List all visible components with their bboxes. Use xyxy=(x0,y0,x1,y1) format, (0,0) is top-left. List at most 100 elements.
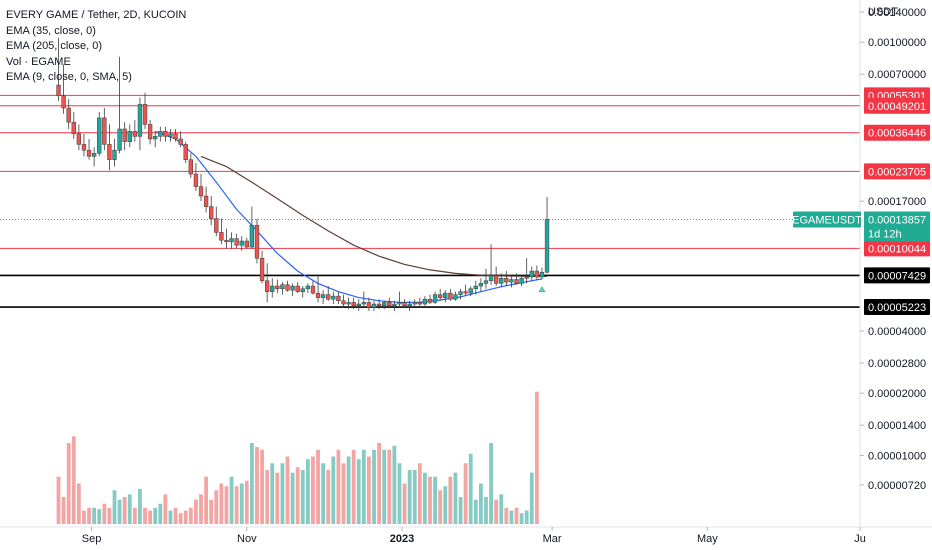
candle[interactable] xyxy=(259,250,265,284)
candle[interactable] xyxy=(198,174,204,202)
candle[interactable] xyxy=(382,300,387,310)
candle[interactable] xyxy=(275,279,280,294)
level-badge[interactable]: 0.00007429 xyxy=(864,267,930,284)
candle[interactable] xyxy=(514,273,519,285)
candle[interactable] xyxy=(458,288,463,300)
candle[interactable] xyxy=(209,196,214,226)
candle[interactable] xyxy=(178,131,183,148)
candle[interactable] xyxy=(331,291,336,305)
candle[interactable] xyxy=(127,124,132,148)
candle[interactable] xyxy=(117,56,122,154)
candle[interactable] xyxy=(407,300,412,311)
candle[interactable] xyxy=(443,290,448,303)
candle[interactable] xyxy=(539,267,545,280)
candle[interactable] xyxy=(504,271,509,287)
candle[interactable] xyxy=(463,284,468,297)
level-badge[interactable]: 0.00010044 xyxy=(864,240,930,257)
indicator-ema-35[interactable]: EMA (35, close, 0) xyxy=(6,24,96,37)
indicator-ema-205[interactable]: EMA (205, close, 0) xyxy=(6,40,102,53)
candle[interactable] xyxy=(239,236,244,251)
level-badge[interactable]: 0.00036446 xyxy=(864,124,930,141)
chart-title[interactable]: EVERY GAME / Tether, 2D, KUCOIN xyxy=(6,9,187,21)
symbol-tag[interactable]: EGAMEUSDT xyxy=(792,211,862,228)
candle[interactable] xyxy=(483,268,489,289)
candle[interactable] xyxy=(112,138,117,167)
candle[interactable] xyxy=(107,124,112,171)
candle[interactable] xyxy=(270,278,275,298)
candle[interactable] xyxy=(432,291,438,305)
candle[interactable] xyxy=(453,291,458,301)
candle[interactable] xyxy=(86,138,92,160)
candle[interactable] xyxy=(310,280,316,295)
indicator-ema-9-sma[interactable]: EMA (9, close, 0, SMA, 5) xyxy=(6,71,132,84)
candle[interactable] xyxy=(300,286,305,298)
candle[interactable] xyxy=(285,280,290,292)
candle[interactable] xyxy=(254,218,260,264)
candle[interactable] xyxy=(371,300,377,311)
candle[interactable] xyxy=(493,266,499,287)
candle[interactable] xyxy=(478,278,484,292)
candle[interactable] xyxy=(438,288,443,301)
candle[interactable] xyxy=(397,291,402,308)
candle[interactable] xyxy=(173,128,178,142)
candle[interactable] xyxy=(341,294,346,308)
level-badge[interactable]: 0.00005223 xyxy=(864,299,930,316)
candle[interactable] xyxy=(81,133,87,157)
candle[interactable] xyxy=(137,97,143,151)
candle[interactable] xyxy=(214,206,219,237)
candle[interactable] xyxy=(224,228,229,249)
candle[interactable] xyxy=(422,296,428,306)
candle[interactable] xyxy=(509,274,514,288)
candle[interactable] xyxy=(76,124,82,151)
candle[interactable] xyxy=(427,294,433,305)
candle[interactable] xyxy=(295,282,300,294)
candle[interactable] xyxy=(168,128,173,142)
candle[interactable] xyxy=(356,299,361,311)
candle[interactable] xyxy=(499,273,504,288)
candle[interactable] xyxy=(147,120,153,145)
candle[interactable] xyxy=(249,206,255,249)
candle[interactable] xyxy=(56,37,61,101)
candle[interactable] xyxy=(102,108,107,151)
candle[interactable] xyxy=(519,275,524,287)
candle[interactable] xyxy=(473,280,478,295)
candle[interactable] xyxy=(188,153,193,179)
candle[interactable] xyxy=(402,299,407,308)
candle[interactable] xyxy=(392,300,397,311)
candle[interactable] xyxy=(376,299,382,310)
candle[interactable] xyxy=(544,197,550,274)
candle[interactable] xyxy=(234,233,239,249)
candle[interactable] xyxy=(265,263,270,303)
candle[interactable] xyxy=(524,258,529,284)
candle[interactable] xyxy=(366,297,372,311)
candle[interactable] xyxy=(71,111,76,139)
last-price-badge[interactable]: 0.00013857 1d 12h xyxy=(864,211,930,242)
candle[interactable] xyxy=(529,266,534,281)
candle[interactable] xyxy=(183,141,188,164)
level-badge[interactable]: 0.00049201 xyxy=(864,97,930,114)
candle[interactable] xyxy=(326,286,331,301)
candle[interactable] xyxy=(229,232,234,249)
candle[interactable] xyxy=(122,122,127,151)
level-badge[interactable]: 0.00023705 xyxy=(864,163,930,180)
candle[interactable] xyxy=(336,291,341,305)
indicator-volume[interactable]: Vol · EGAME xyxy=(6,55,71,68)
candle[interactable] xyxy=(280,282,285,295)
candle[interactable] xyxy=(417,297,422,308)
candle[interactable] xyxy=(91,147,97,167)
candle[interactable] xyxy=(346,297,351,310)
candle[interactable] xyxy=(163,126,168,142)
candle[interactable] xyxy=(66,99,71,129)
candle[interactable] xyxy=(448,288,453,301)
candle[interactable] xyxy=(387,297,392,308)
candle[interactable] xyxy=(412,299,417,308)
candle[interactable] xyxy=(193,163,199,192)
candle[interactable] xyxy=(290,283,295,297)
candle[interactable] xyxy=(315,274,321,303)
candle[interactable] xyxy=(142,92,148,129)
candle[interactable] xyxy=(320,290,326,305)
candle[interactable] xyxy=(351,297,356,310)
candle[interactable] xyxy=(97,111,102,157)
candle[interactable] xyxy=(244,237,249,249)
